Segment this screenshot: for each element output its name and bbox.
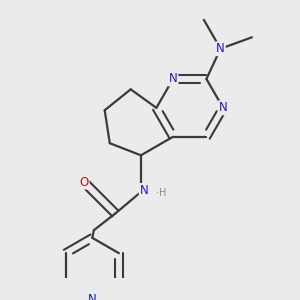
- Text: N: N: [216, 42, 225, 55]
- Text: N: N: [88, 293, 97, 300]
- Text: N: N: [169, 73, 177, 85]
- Text: ·H: ·H: [156, 188, 167, 198]
- Text: O: O: [79, 176, 88, 189]
- Text: N: N: [219, 101, 227, 114]
- Text: N: N: [140, 184, 148, 197]
